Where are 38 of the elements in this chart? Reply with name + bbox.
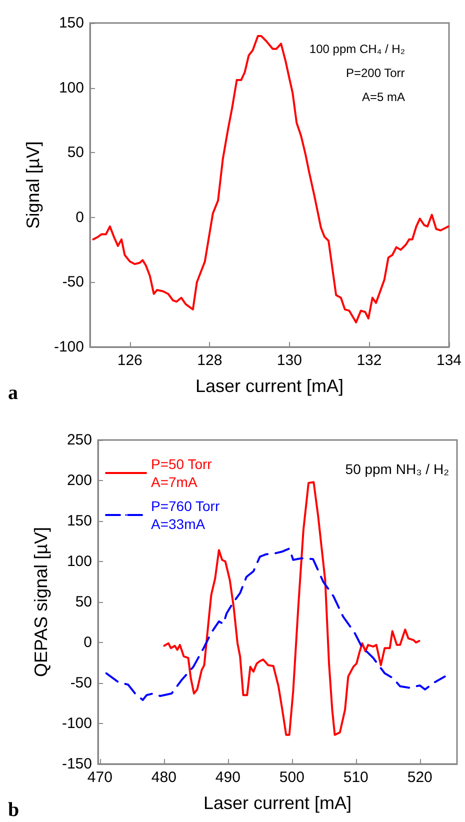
y-tick-label: -50 [70,674,92,692]
x-tick-label: 480 [151,769,176,786]
legend-label: P=760 Torr A=33mA [151,498,220,532]
x-tick-label: 134 [436,352,462,369]
y-tick-label: 100 [58,79,84,96]
x-tick-label: 490 [215,769,240,786]
annotation: 100 ppm CH₄ / H₂ [309,42,406,56]
legend-label: P=50 Torr A=7mA [151,456,212,490]
annotation: 50 ppm NH₃ / H₂ [345,461,450,477]
y-tick-label: 0 [84,634,92,651]
y-axis-title: Signal [µV] [23,141,43,229]
y-tick-label: 250 [66,432,92,448]
x-tick-label: 510 [343,769,368,786]
y-tick-label: 0 [76,208,84,226]
y-tick-label: 50 [75,594,92,610]
y-tick-label: 100 [66,553,92,570]
x-axis-title: Laser current [mA] [203,793,352,813]
y-tick-label: 150 [66,512,92,530]
y-axis-title: QEPAS signal [µV] [31,526,51,678]
y-tick-label: -50 [62,274,84,291]
line-series [105,548,446,702]
text: b [8,799,20,821]
x-tick-label: 132 [356,352,382,369]
y-tick-label: 150 [58,14,84,32]
text: a [8,382,18,404]
y-tick-label: 50 [67,144,84,162]
x-tick-label: 128 [197,352,222,369]
annotation: A=5 mA [362,90,406,104]
x-tick-label: 520 [407,769,432,786]
line-series [92,34,450,324]
x-tick-label: 130 [276,352,302,369]
y-tick-label: -100 [62,715,92,732]
annotation: P=200 Torr [346,66,405,80]
x-tick-label: 500 [279,769,304,786]
x-tick-label: 126 [117,352,142,369]
y-tick-label: -100 [54,338,84,356]
y-tick-label: 200 [66,472,92,489]
x-axis-title: Laser current [mA] [195,376,344,396]
